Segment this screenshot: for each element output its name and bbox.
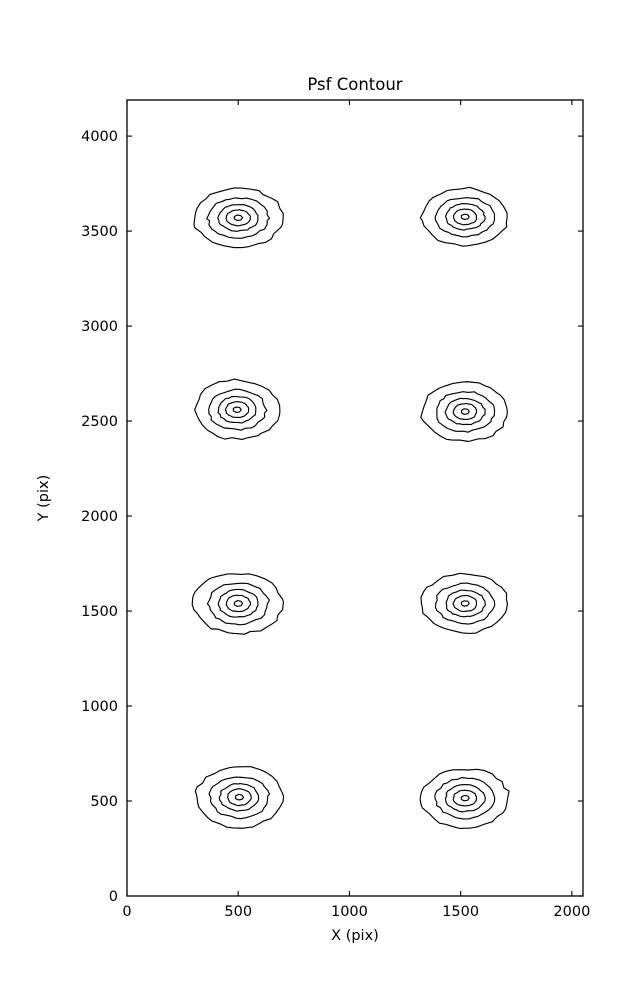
psf-source-psf-1 [193, 187, 284, 249]
chart-title: Psf Contour [307, 75, 402, 94]
y-tick-label-3000: 3000 [81, 319, 118, 335]
contour-level-2 [206, 197, 271, 239]
contour-level-2 [436, 391, 496, 433]
psf-source-psf-5 [191, 573, 284, 635]
contour-level-5 [460, 408, 470, 415]
y-tick-label-1000: 1000 [81, 699, 118, 715]
contour-level-4 [452, 789, 478, 807]
contour-level-1 [419, 186, 508, 247]
y-tick-label-500: 500 [90, 794, 118, 810]
contour-level-2 [208, 776, 271, 820]
psf-source-psf-6 [420, 572, 509, 634]
y-tick-label-3500: 3500 [81, 224, 118, 240]
axes-frame [126, 99, 584, 897]
contour-level-3 [217, 203, 259, 232]
contour-level-4 [452, 594, 478, 613]
contour-level-5 [460, 600, 470, 607]
contour-level-1 [420, 381, 508, 443]
psf-source-psf-4 [420, 381, 508, 443]
contour-level-4 [226, 788, 252, 807]
contour-level-1 [420, 572, 509, 634]
x-tick-label-500: 500 [224, 904, 252, 920]
psf-source-psf-3 [194, 378, 281, 441]
psf-source-psf-8 [419, 768, 510, 830]
psf-source-psf-7 [194, 766, 285, 829]
contour-level-2 [206, 582, 270, 626]
contour-level-2 [434, 582, 496, 625]
contour-level-2 [434, 776, 496, 820]
contour-level-1 [419, 768, 510, 830]
contour-level-3 [217, 588, 259, 618]
contour-group [191, 186, 510, 830]
contour-level-5 [233, 214, 244, 222]
contour-level-5 [233, 600, 244, 607]
contour-level-5 [460, 213, 470, 221]
contour-level-1 [193, 187, 284, 249]
contour-level-5 [232, 406, 242, 413]
contour-level-3 [444, 397, 486, 426]
contour-level-2 [208, 388, 268, 431]
y-axis-tick-labels: 0 500 1000 1500 2000 2500 3000 3500 4000 [81, 129, 118, 905]
psf-source-psf-2 [419, 186, 508, 247]
contour-level-1 [191, 573, 284, 635]
y-axis-label: Y (pix) [36, 475, 52, 523]
contour-level-4 [225, 209, 252, 227]
y-tick-label-2000: 2000 [81, 509, 118, 525]
contour-level-3 [218, 783, 260, 812]
contour-level-4 [225, 594, 251, 613]
contour-level-1 [194, 766, 285, 829]
x-tick-label-1000: 1000 [331, 904, 368, 920]
contour-level-4 [452, 402, 478, 420]
x-tick-label-0: 0 [122, 904, 131, 920]
contour-level-5 [234, 793, 245, 801]
x-tick-label-2000: 2000 [553, 904, 590, 920]
x-axis-label: X (pix) [331, 928, 379, 944]
x-axis-tick-labels: 0 500 1000 1500 2000 [122, 904, 590, 920]
y-tick-label-4000: 4000 [81, 129, 118, 145]
x-axis-ticks [126, 100, 573, 896]
contour-level-3 [445, 203, 486, 231]
contour-level-3 [217, 395, 257, 424]
y-tick-label-2500: 2500 [81, 414, 118, 430]
contour-level-1 [194, 378, 281, 441]
contour-level-3 [445, 589, 486, 618]
contour-level-4 [224, 401, 250, 419]
y-tick-label-0: 0 [109, 889, 118, 905]
y-tick-label-1500: 1500 [81, 604, 118, 620]
contour-level-2 [434, 197, 496, 238]
contour-level-5 [460, 794, 470, 802]
contour-level-4 [453, 208, 478, 226]
x-tick-label-1500: 1500 [442, 904, 479, 920]
contour-level-3 [444, 784, 486, 813]
y-axis-ticks [127, 135, 583, 897]
